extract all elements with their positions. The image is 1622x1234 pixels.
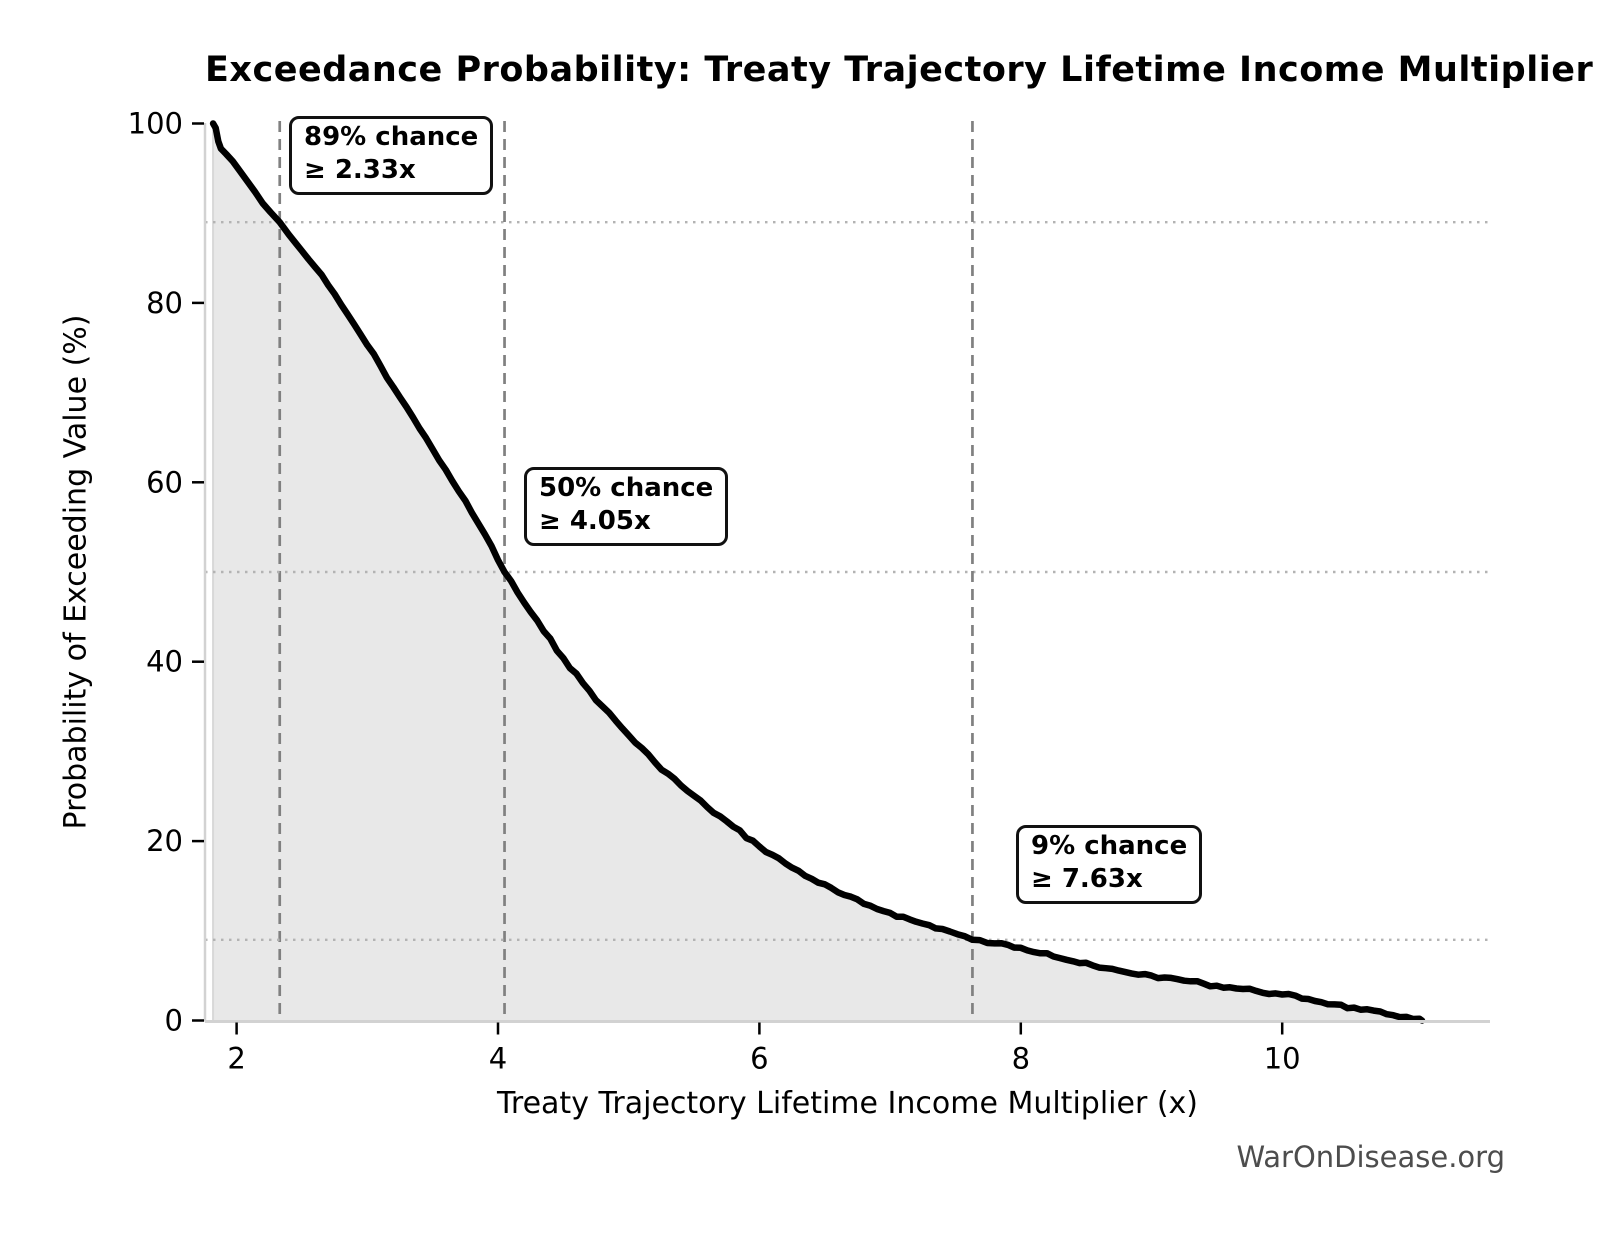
annotation-9-line2: ≥ 7.63x xyxy=(1031,864,1143,894)
x-axis-label: Treaty Trajectory Lifetime Income Multip… xyxy=(497,1086,1198,1121)
annotation-9-percent: 9% chance ≥ 7.63x xyxy=(1016,825,1203,904)
y-tick-label-0: 0 xyxy=(165,1004,183,1038)
annotation-9-line1: 9% chance xyxy=(1031,831,1188,861)
x-tick-label-6: 6 xyxy=(750,1042,768,1076)
y-tick-label-60: 60 xyxy=(146,465,183,499)
annotation-50-line1: 50% chance xyxy=(539,473,714,503)
y-tick-label-20: 20 xyxy=(146,824,183,858)
y-tick-label-100: 100 xyxy=(128,107,183,141)
y-axis-label: Probability of Exceeding Value (%) xyxy=(58,314,94,830)
x-tick-label-2: 2 xyxy=(227,1042,245,1076)
x-tick-label-8: 8 xyxy=(1012,1042,1030,1076)
y-tick-label-40: 40 xyxy=(146,645,183,679)
annotation-89-percent: 89% chance ≥ 2.33x xyxy=(289,116,494,195)
chart-title: Exceedance Probability: Treaty Trajector… xyxy=(205,50,1594,90)
annotation-89-line1: 89% chance xyxy=(304,122,479,152)
annotation-50-percent: 50% chance ≥ 4.05x xyxy=(524,467,729,546)
x-tick-label-4: 4 xyxy=(489,1042,507,1076)
x-tick-label-10: 10 xyxy=(1264,1042,1301,1076)
watermark-text: WarOnDisease.org xyxy=(1236,1140,1505,1174)
annotation-89-line2: ≥ 2.33x xyxy=(304,155,416,185)
annotation-50-line2: ≥ 4.05x xyxy=(539,506,651,536)
curve-fill-area xyxy=(213,123,1423,1021)
exceedance-curve xyxy=(209,120,1426,1024)
y-tick-label-80: 80 xyxy=(146,286,183,320)
